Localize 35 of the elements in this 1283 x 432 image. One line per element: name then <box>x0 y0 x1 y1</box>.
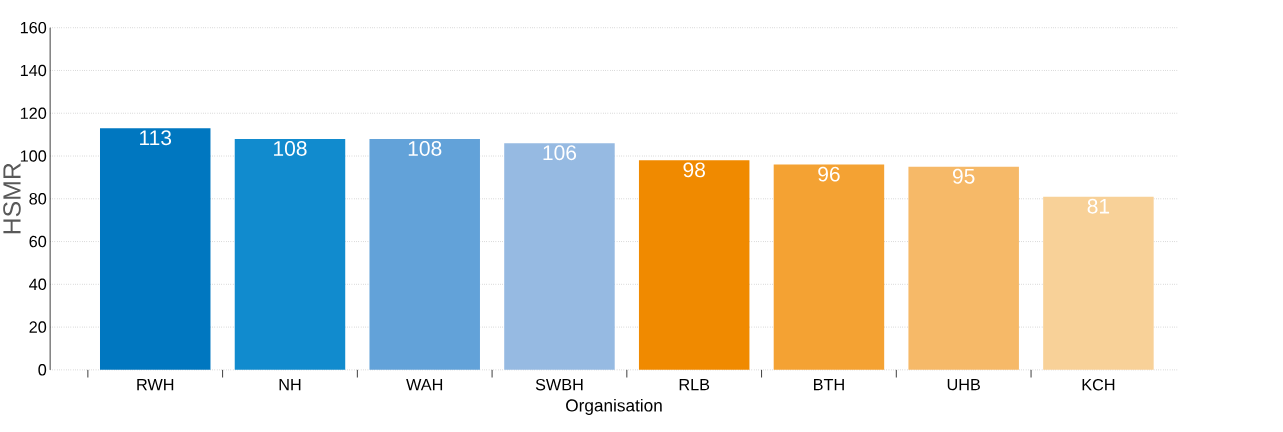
bar <box>234 138 346 370</box>
data-label: 96 <box>818 166 840 182</box>
x-tick-label: KCH <box>1082 378 1115 391</box>
x-tick-label: SWBH <box>535 378 583 391</box>
y-tick-label: 120 <box>20 107 47 120</box>
bar <box>638 160 750 370</box>
y-tick-label: 60 <box>29 235 47 248</box>
bar <box>773 164 885 370</box>
y-tick-label: 140 <box>20 64 47 77</box>
bar <box>369 138 480 370</box>
data-label: 108 <box>274 141 307 156</box>
y-tick-label: 0 <box>38 364 47 376</box>
data-label: 98 <box>683 162 705 178</box>
x-axis-title: Organisation <box>566 398 662 415</box>
x-tick-label: RLB <box>679 378 710 391</box>
y-tick-label: 80 <box>29 193 47 205</box>
y-tick-label: 100 <box>20 150 47 162</box>
data-label: 106 <box>543 145 577 161</box>
data-label: 113 <box>140 130 172 146</box>
x-tick-label: NH <box>279 378 301 391</box>
x-tick-label: BTH <box>814 378 844 391</box>
x-tick-label: WAH <box>406 378 443 391</box>
bar <box>504 143 615 370</box>
y-tick-label: 160 <box>20 21 47 34</box>
y-tick-label: 20 <box>29 321 47 333</box>
y-tick-label: 40 <box>29 278 47 291</box>
bar <box>1043 196 1154 370</box>
bar <box>99 128 211 370</box>
bar <box>908 166 1019 370</box>
x-tick-label: RWH <box>137 378 174 391</box>
x-tick-label: UHB <box>947 378 980 391</box>
data-label: 108 <box>408 141 442 156</box>
y-axis-title: HSMR <box>3 163 21 234</box>
data-label: 81 <box>1087 198 1110 214</box>
data-label: 95 <box>952 168 975 184</box>
